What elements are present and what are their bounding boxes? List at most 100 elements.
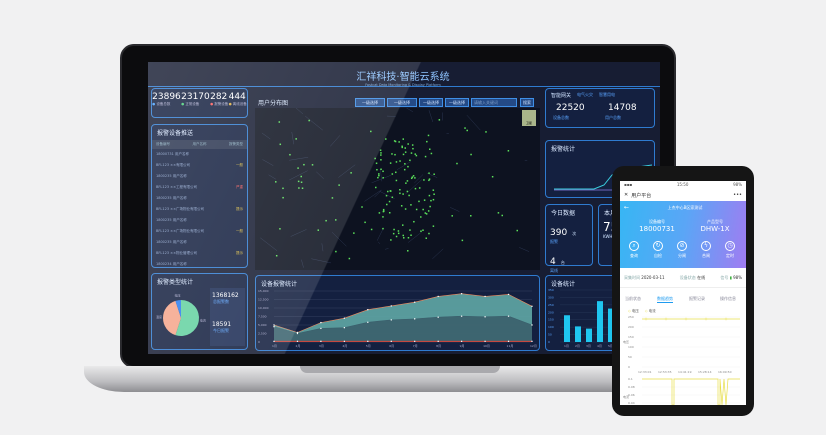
data-point — [367, 309, 369, 311]
map-user-dot — [428, 179, 430, 182]
map-road — [311, 258, 332, 264]
stat-item: 23170 ● 正常设备 — [181, 92, 210, 107]
data-point — [531, 324, 533, 326]
voltage-point — [664, 317, 668, 321]
alarm-row[interactable]: 1800235 用户名称 — [152, 237, 247, 248]
close-icon[interactable]: ✕ — [624, 192, 629, 198]
alarm-row[interactable]: BFL123 ××工程有限公司 严重 — [152, 182, 247, 193]
stat-item: 444 ● 离线设备 — [229, 92, 247, 107]
map-user-dot — [382, 170, 384, 173]
alarm-row[interactable]: BFL123 ××物业管理公司 提示 — [152, 248, 247, 259]
dashboard-screen: 汇祥科技·智能云系统 Fastcat Data Monitoring & Dis… — [148, 62, 660, 354]
map-user-dot — [430, 199, 432, 202]
x-tick-label: 12:53:35 — [658, 370, 672, 374]
more-icon[interactable]: ••• — [733, 192, 742, 198]
map-user-dot — [411, 144, 414, 146]
map-user-dot — [297, 180, 300, 183]
map-user-dot — [516, 229, 518, 232]
stat-label: ● 报警设备 — [210, 102, 229, 106]
action-icon: ◷ — [725, 241, 735, 251]
filter-button-4[interactable]: 一级选择 — [445, 98, 469, 107]
back-arrow-icon[interactable]: ← — [624, 204, 630, 211]
map-user-dot — [406, 190, 409, 193]
map-user-dot — [401, 146, 403, 149]
y-axis-label: 电压 — [623, 339, 629, 344]
map-user-dot — [410, 234, 412, 236]
tab-data-trend[interactable]: 数据趋势 — [657, 296, 673, 303]
map-user-dot — [387, 190, 389, 193]
map-user-dot — [451, 215, 453, 217]
bar — [608, 308, 614, 342]
map-user-dot — [410, 152, 413, 154]
power-tab[interactable]: 智慧用电 — [599, 92, 616, 97]
filter-button-3[interactable]: 一级选择 — [419, 98, 443, 107]
filter-button-1[interactable]: 一级选择 — [355, 98, 385, 107]
dashboard-subtitle: Fastcat Data Monitoring & Display Platfo… — [365, 83, 441, 87]
user-distribution-map[interactable]: 卫星 — [255, 99, 540, 270]
map-user-dot — [395, 179, 398, 182]
tab-operation-info[interactable]: 操作信息 — [720, 296, 736, 301]
alarm-row[interactable]: 1800235 用户名称 — [152, 215, 247, 226]
map-user-dot — [412, 175, 415, 177]
y-tick-label: 2,500 — [258, 332, 267, 336]
y-tick-label: 0.1 — [628, 377, 633, 381]
map-user-dot — [399, 160, 401, 162]
tab-current-status[interactable]: 当前状态 — [625, 296, 641, 301]
map-user-dot — [364, 221, 366, 224]
map-user-dot — [395, 161, 398, 163]
map-user-dot — [385, 194, 388, 197]
search-button[interactable]: 搜索 — [520, 98, 534, 107]
map-user-dot — [425, 213, 428, 215]
map-user-dot — [391, 173, 394, 175]
map-user-dot — [397, 232, 400, 235]
map-user-dot — [414, 177, 416, 179]
y-tick-label: 0 — [628, 365, 630, 369]
alarm-row[interactable]: 1800235 用户名称 — [152, 193, 247, 204]
phone-chart-legend: ◇ 电压 ◇ 电流 — [628, 309, 656, 313]
action-label: 分闸 — [678, 253, 686, 258]
satellite-toggle[interactable]: 卫星 — [522, 110, 536, 126]
action-4[interactable]: ◷ 定时 — [720, 241, 740, 259]
alarm-row[interactable]: 1800235 用户名称 — [152, 171, 247, 182]
y-tick-label: 0 — [548, 340, 550, 344]
data-point — [367, 321, 369, 323]
data-point — [484, 340, 486, 343]
alarm-row[interactable]: 18000731 用户名称 — [152, 149, 247, 160]
map-user-dot — [423, 199, 426, 201]
map-user-dot — [394, 153, 396, 156]
alarm-row[interactable]: BFL123 ××广场物业有限公司 一般 — [152, 226, 247, 237]
map-user-dot — [395, 171, 397, 174]
map-user-dot — [393, 140, 396, 142]
current-line — [642, 378, 740, 405]
action-0[interactable]: ⌕ 查询 — [624, 241, 644, 259]
location-select[interactable]: 上杰中心B区家测试 — [667, 205, 703, 210]
gateway-tab[interactable]: 智能网关 — [551, 93, 572, 99]
stat-item: 282 ● 报警设备 — [210, 92, 228, 107]
phone-trend-chart: 250 200 150 100 50 0 电压 12:33:01 12:53:35 14:41:1… — [623, 315, 740, 405]
map-user-dot — [428, 178, 431, 180]
search-input[interactable]: 请输入关键词 — [471, 98, 517, 107]
action-2[interactable]: ⊘ 分闸 — [672, 241, 692, 259]
signal-icon: ▮ — [729, 275, 732, 280]
tab-alarm-record[interactable]: 报警记录 — [689, 296, 705, 301]
data-point — [343, 317, 346, 319]
alarm-row[interactable]: 1800234 用户名称 — [152, 259, 247, 270]
map-user-dot — [338, 184, 340, 186]
date: 2020-03-11 — [641, 275, 665, 280]
action-1[interactable]: ↻ 自检 — [648, 241, 668, 259]
x-tick-label: 3月 — [319, 344, 324, 348]
map-user-dot — [386, 203, 388, 206]
alarm-row[interactable]: BFL123 ××有限公司 一般 — [152, 160, 247, 171]
x-tick-label: 2月 — [295, 344, 300, 348]
map-user-dot — [429, 148, 431, 150]
alarm-row[interactable]: BFL123 ××广场物业有限公司 提示 — [152, 204, 247, 215]
filter-button-2[interactable]: 一级选择 — [387, 98, 417, 107]
action-3[interactable]: ϟ 合闸 — [696, 241, 716, 259]
map-user-dot — [415, 208, 418, 211]
map-user-dot — [382, 208, 385, 211]
map-user-dot — [380, 168, 382, 171]
map-user-dot — [335, 219, 337, 221]
map-user-dot — [425, 237, 427, 239]
fire-tab[interactable]: 电气火灾 — [577, 92, 594, 97]
x-tick-label: 6月 — [389, 344, 394, 348]
